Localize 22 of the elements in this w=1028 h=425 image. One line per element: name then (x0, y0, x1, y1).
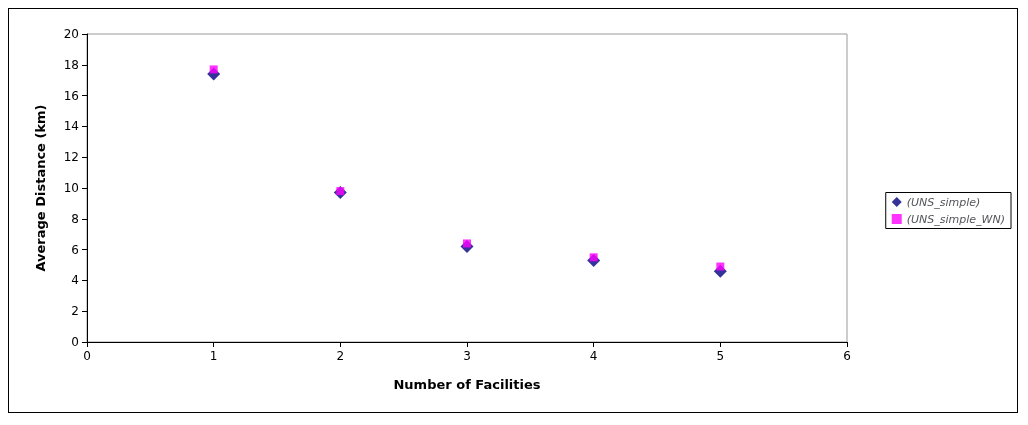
y-tick-label: 4 (71, 273, 79, 288)
x-tick-label: 4 (589, 349, 598, 363)
y-tick-label: 0 (71, 335, 79, 349)
x-tick-label: 3 (463, 349, 471, 363)
y-tick-label: 14 (63, 119, 79, 134)
y-tick-label: 2 (71, 304, 79, 319)
x-tick-label: 6 (843, 349, 851, 363)
y-tick-label: 16 (63, 88, 79, 103)
y-tick-label: 12 (63, 150, 79, 165)
x-tick-label: 1 (209, 349, 218, 363)
x-axis-title: Number of Facilities (393, 377, 541, 392)
y-tick-label: 18 (63, 57, 79, 72)
y-tick-label: 8 (71, 211, 79, 226)
x-tick-label: 5 (716, 349, 725, 363)
x-tick-label: 2 (336, 349, 345, 363)
x-tick-label: 0 (83, 349, 91, 363)
y-axis-title: Average Distance (km) (33, 104, 48, 272)
y-tick-label: 6 (71, 242, 79, 257)
y-tick-label: 20 (63, 27, 79, 41)
legend-label: (UNS_simple) (906, 195, 981, 209)
legend-label: (UNS_simple_WN) (906, 212, 1006, 226)
y-tick-label: 10 (63, 181, 79, 195)
